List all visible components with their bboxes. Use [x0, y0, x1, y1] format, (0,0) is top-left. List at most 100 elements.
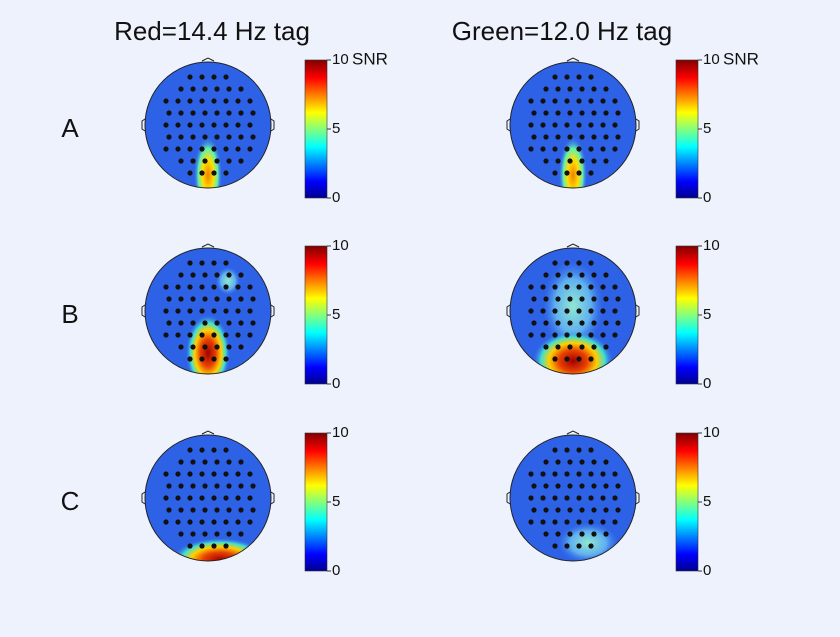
electrode [552, 74, 558, 80]
colorbar-tick-label: 0 [332, 562, 340, 579]
electrode [226, 459, 232, 465]
electrode [612, 146, 618, 152]
electrode [163, 332, 169, 338]
electrode [163, 519, 169, 525]
electrode [603, 158, 609, 164]
electrode [615, 134, 621, 140]
electrode [564, 543, 570, 549]
electrode [603, 296, 609, 302]
electrode [567, 272, 573, 278]
nose [566, 57, 580, 62]
electrode [163, 122, 169, 128]
electrode [202, 320, 208, 326]
electrode [163, 284, 169, 290]
electrode [612, 332, 618, 338]
electrode [226, 86, 232, 92]
electrode [178, 483, 184, 489]
electrode [211, 284, 217, 290]
scalp [145, 435, 271, 561]
electrode [211, 519, 217, 525]
electrode [238, 86, 244, 92]
topomap [145, 62, 271, 188]
electrode [250, 296, 256, 302]
electrode [247, 471, 253, 477]
electrode [187, 471, 193, 477]
electrode [588, 447, 594, 453]
electrode [579, 86, 585, 92]
electrode [202, 459, 208, 465]
electrode [540, 495, 546, 501]
electrode [567, 531, 573, 537]
electrode [552, 122, 558, 128]
electrode [226, 110, 232, 116]
electrode [576, 170, 582, 176]
electrode [588, 543, 594, 549]
colorbar-tick-label: 10 [332, 237, 349, 254]
electrode [166, 134, 172, 140]
electrode [576, 332, 582, 338]
colorbar-tick-label: 5 [703, 120, 711, 137]
electrode [567, 344, 573, 350]
electrode [600, 519, 606, 525]
electrode [247, 308, 253, 314]
electrode [603, 531, 609, 537]
electrode [555, 320, 561, 326]
electrode [531, 134, 537, 140]
colorbar [675, 432, 699, 572]
electrode [175, 495, 181, 501]
electrode [576, 284, 582, 290]
electrode [543, 86, 549, 92]
electrode [250, 507, 256, 513]
electrode [211, 356, 217, 362]
electrode [238, 320, 244, 326]
electrode [214, 507, 220, 513]
ear [270, 491, 275, 505]
colorbar [675, 245, 699, 385]
colorbar-tick-label: 0 [703, 189, 711, 206]
electrode [187, 122, 193, 128]
electrode [567, 296, 573, 302]
electrode [531, 110, 537, 116]
electrode [223, 74, 229, 80]
electrode [187, 284, 193, 290]
electrode [250, 110, 256, 116]
ear [141, 304, 146, 318]
ear [635, 118, 640, 132]
electrode [214, 134, 220, 140]
ear [270, 118, 275, 132]
electrode [223, 332, 229, 338]
electrode [235, 308, 241, 314]
electrode [588, 74, 594, 80]
electrode [591, 86, 597, 92]
electrode [226, 272, 232, 278]
electrode [588, 146, 594, 152]
electrode [202, 296, 208, 302]
electrode [600, 284, 606, 290]
colorbar [304, 245, 328, 385]
electrode [247, 98, 253, 104]
electrode [576, 356, 582, 362]
electrode [187, 170, 193, 176]
electrode [199, 447, 205, 453]
ear [635, 304, 640, 318]
electrode [588, 495, 594, 501]
electrode [591, 110, 597, 116]
electrode [615, 296, 621, 302]
nose [201, 430, 215, 435]
electrode [552, 356, 558, 362]
electrode [178, 531, 184, 537]
electrode [552, 495, 558, 501]
electrode [564, 356, 570, 362]
colorbar-tick-label: 10 [703, 51, 720, 68]
electrode [223, 356, 229, 362]
electrode [214, 459, 220, 465]
row-label: B [61, 299, 78, 329]
electrode [238, 531, 244, 537]
electrode [588, 356, 594, 362]
electrode [615, 483, 621, 489]
electrode [202, 86, 208, 92]
electrode [552, 519, 558, 525]
electrode [591, 134, 597, 140]
